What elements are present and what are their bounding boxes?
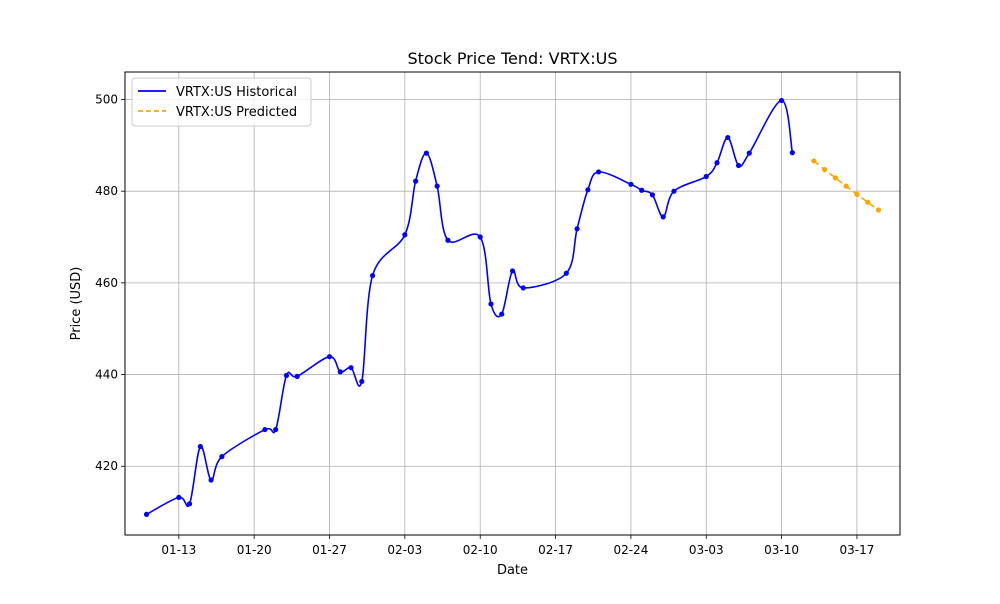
data-point-historical xyxy=(294,373,300,379)
y-tick-label: 420 xyxy=(95,459,118,473)
data-point-historical xyxy=(660,214,666,220)
x-tick-label: 02-03 xyxy=(387,543,422,557)
data-point-historical xyxy=(725,134,731,141)
data-point-historical xyxy=(434,183,440,189)
x-tick-label: 02-10 xyxy=(463,543,498,557)
tick-layer: 01-13 01-20 01-27 02-03 02-10 02-17 02-24 03-03… xyxy=(95,93,874,557)
data-point-predicted xyxy=(811,158,817,164)
data-point-historical xyxy=(488,301,494,307)
data-point-historical xyxy=(359,378,365,385)
data-point-historical xyxy=(477,234,483,240)
plot-frame xyxy=(124,71,901,536)
data-point-historical xyxy=(499,311,505,317)
data-point-historical xyxy=(283,372,290,379)
x-tick-label: 01-27 xyxy=(312,543,347,557)
y-tick-label: 440 xyxy=(95,368,118,382)
data-point-predicted xyxy=(822,167,828,173)
data-point-historical xyxy=(273,426,279,433)
data-point-historical xyxy=(746,150,752,156)
data-point-historical xyxy=(789,150,795,156)
x-tick-label: 03-17 xyxy=(840,543,875,557)
data-point-historical xyxy=(671,188,677,194)
data-point-historical xyxy=(262,426,268,433)
data-point-historical xyxy=(186,501,193,507)
data-point-predicted xyxy=(832,175,839,181)
data-point-historical xyxy=(143,511,150,517)
legend-box xyxy=(131,77,312,127)
data-point-historical xyxy=(735,162,742,169)
data-point-historical xyxy=(445,237,451,243)
data-point-historical xyxy=(337,369,343,375)
data-point-historical xyxy=(585,187,591,193)
data-point-historical xyxy=(520,285,526,291)
data-point-historical xyxy=(779,97,785,104)
y-axis-label: Price (USD) xyxy=(69,267,84,341)
data-point-predicted xyxy=(875,207,882,213)
legend-label-predicted: VRTX:US Predicted xyxy=(176,105,297,120)
data-point-historical xyxy=(208,477,214,483)
data-point-predicted xyxy=(843,183,849,189)
x-tick-label: 03-03 xyxy=(689,543,724,557)
grid-layer xyxy=(125,72,900,535)
data-point-historical xyxy=(369,272,376,279)
y-tick-label: 480 xyxy=(95,184,118,198)
data-point-predicted xyxy=(865,199,871,205)
legend: VRTX:US Historical VRTX:US Predicted xyxy=(131,77,312,127)
x-tick-label: 01-20 xyxy=(237,543,272,557)
data-point-historical xyxy=(639,187,645,193)
x-tick-label: 02-17 xyxy=(538,543,573,557)
y-tick-label: 460 xyxy=(95,276,118,290)
x-axis-label: Date xyxy=(497,563,528,578)
x-tick-label: 03-10 xyxy=(764,543,799,557)
data-point-historical xyxy=(326,354,333,360)
data-point-historical xyxy=(176,494,182,501)
series-layer xyxy=(143,97,882,517)
data-point-historical xyxy=(714,160,720,166)
data-point-historical xyxy=(649,192,656,198)
data-point-historical xyxy=(574,226,580,232)
y-tick-label: 500 xyxy=(95,93,118,107)
data-point-historical xyxy=(628,181,634,187)
data-point-historical xyxy=(563,270,569,276)
data-point-historical xyxy=(413,178,419,184)
chart-title: Stock Price Tend: VRTX:US xyxy=(407,49,617,68)
data-point-predicted xyxy=(854,191,860,197)
data-point-historical xyxy=(219,454,225,460)
x-tick-label: 02-24 xyxy=(613,543,648,557)
data-point-historical xyxy=(402,232,408,238)
data-point-historical xyxy=(423,150,429,156)
data-point-historical xyxy=(596,169,602,175)
data-point-historical xyxy=(197,443,203,450)
x-tick-label: 01-13 xyxy=(161,543,196,557)
data-point-historical xyxy=(703,173,709,180)
data-point-historical xyxy=(509,268,516,274)
data-point-historical xyxy=(348,365,354,371)
legend-label-historical: VRTX:US Historical xyxy=(176,85,297,100)
